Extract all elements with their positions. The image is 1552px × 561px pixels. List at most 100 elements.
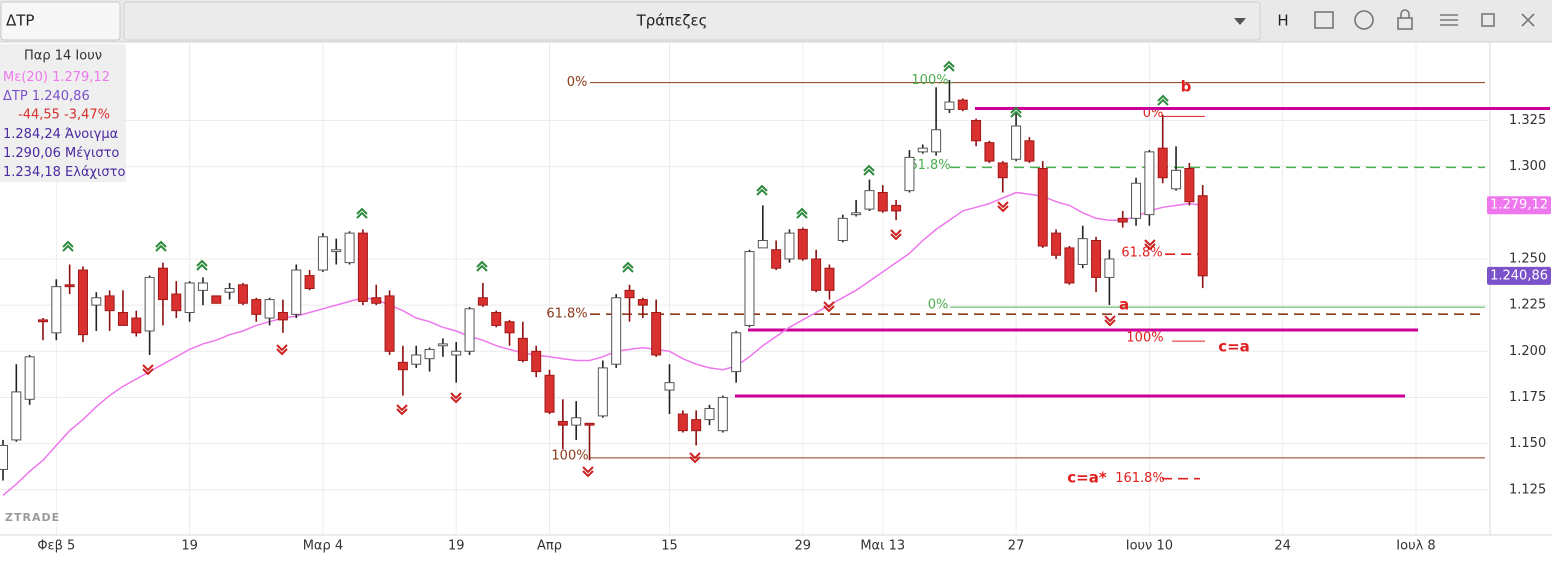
up-signal <box>756 184 768 196</box>
candle-body <box>131 317 142 334</box>
candle-body <box>1077 238 1088 265</box>
level-label: 100% <box>551 448 588 463</box>
grid: 1.325 1.300 1.250 1.225 1.200 1.175 1.150 1.125… <box>0 42 1546 554</box>
candle-body <box>1011 125 1022 160</box>
info-row-label: Άνοιγμα <box>65 127 118 142</box>
up-signal <box>943 60 955 72</box>
down-signal <box>823 301 835 313</box>
candle-body <box>1091 239 1102 278</box>
candle-body <box>384 295 395 352</box>
x-tick-label: Μαι 13 <box>860 539 905 554</box>
lock-icon[interactable] <box>1397 17 1413 30</box>
candle-body <box>531 350 542 373</box>
down-signal <box>1144 239 1156 251</box>
candle-body <box>957 99 968 110</box>
level-label: 100% <box>911 73 948 88</box>
candle-body <box>1171 169 1182 190</box>
y-tick-label: 1.175 <box>1509 390 1546 405</box>
candle-body <box>811 258 822 291</box>
menu-icon[interactable] <box>1440 14 1458 26</box>
h-button[interactable]: H <box>1277 12 1288 30</box>
info-date: Παρ 14 Ιουν <box>24 49 102 64</box>
info-row-label: Μέγιστο <box>65 146 119 161</box>
ma-name: Με(20) <box>3 70 48 85</box>
candle-body <box>77 269 88 336</box>
candle-body <box>264 299 275 319</box>
annotation: c=a <box>1218 338 1250 356</box>
symbol-box[interactable] <box>0 1 121 41</box>
panel-icon[interactable] <box>1314 11 1334 29</box>
candle-body <box>291 269 302 315</box>
up-signal <box>863 164 875 176</box>
candle-body <box>197 282 208 291</box>
candle-body <box>104 295 115 312</box>
candle-body <box>0 444 8 470</box>
x-tick-label: Ιουλ 8 <box>1396 539 1435 554</box>
candle-body <box>1104 258 1115 278</box>
close-end-label-box <box>1487 266 1551 285</box>
candle-body <box>331 249 342 253</box>
candle-body <box>317 236 328 271</box>
candle-body <box>584 422 595 426</box>
candle-body <box>117 312 128 326</box>
down-signal <box>276 344 288 356</box>
group-selector[interactable] <box>123 1 1261 41</box>
info-row-value: 1.234,18 <box>3 165 61 180</box>
candle-body <box>1197 195 1208 277</box>
candle-body <box>931 129 942 153</box>
plot: 0%61.8%100%100%61.8%0%0%61.8%100%161.8%b… <box>0 60 1551 496</box>
candle-body <box>571 417 582 426</box>
candle-body <box>1184 167 1195 203</box>
info-row-value: 1.284,24 <box>3 127 61 142</box>
candle-body <box>1131 182 1142 219</box>
level-label: 0% <box>567 75 588 90</box>
restore-icon[interactable] <box>1481 13 1495 27</box>
candle-body <box>611 297 622 365</box>
info-rows: 1.284,24 Άνοιγμα 1.290,06 Μέγιστο 1.234,18… <box>3 127 125 180</box>
x-tick-label: Φεβ 5 <box>37 539 75 554</box>
level-label: 61.8% <box>909 158 950 173</box>
candle-body <box>851 212 862 216</box>
x-tick-label: 19 <box>181 539 198 554</box>
level-label: 161.8% <box>1115 471 1165 486</box>
watermark: ZTRADE <box>5 511 60 524</box>
candle-body <box>904 156 915 192</box>
close-end-label: 1.240,86 <box>1490 268 1548 283</box>
info-change: -44,55 -3,47% <box>18 108 110 123</box>
info-row: 1.284,24 Άνοιγμα <box>3 127 118 142</box>
candle-body <box>491 312 502 326</box>
info-panel <box>0 44 126 182</box>
candle-body <box>411 354 422 365</box>
quote-icon[interactable] <box>1354 10 1374 30</box>
dropdown-arrow[interactable] <box>1234 18 1246 25</box>
symbol: ΔΤΡ <box>6 12 34 30</box>
annotation: a <box>1119 296 1129 314</box>
y-tick-label: 1.150 <box>1509 436 1546 451</box>
candle-body <box>277 312 288 321</box>
candle-body <box>51 286 62 334</box>
up-signal <box>1010 106 1022 118</box>
candle-body <box>371 297 382 304</box>
up-signal <box>1157 94 1169 106</box>
candle-body <box>144 276 155 332</box>
close-icon[interactable] <box>1521 13 1535 27</box>
info-row-value: 1.290,06 <box>3 146 61 161</box>
candle-body <box>237 284 248 304</box>
x-tick-label: 27 <box>1008 539 1025 554</box>
candle-body <box>1144 151 1155 216</box>
candle-body <box>651 312 662 356</box>
candle-body <box>771 249 782 269</box>
candle-body <box>517 337 528 362</box>
candle-body <box>704 408 715 421</box>
candle-body <box>984 142 995 162</box>
x-tick-label: 29 <box>795 539 812 554</box>
moving-average <box>2 191 1203 496</box>
info-symbol: ΔΤΡ 1.240,86 <box>3 89 90 104</box>
candle-body <box>757 239 768 249</box>
down-signal <box>582 466 594 478</box>
candle-body <box>504 321 515 334</box>
candle-body <box>464 308 475 352</box>
up-signal <box>196 259 208 271</box>
candle-body <box>477 297 488 306</box>
